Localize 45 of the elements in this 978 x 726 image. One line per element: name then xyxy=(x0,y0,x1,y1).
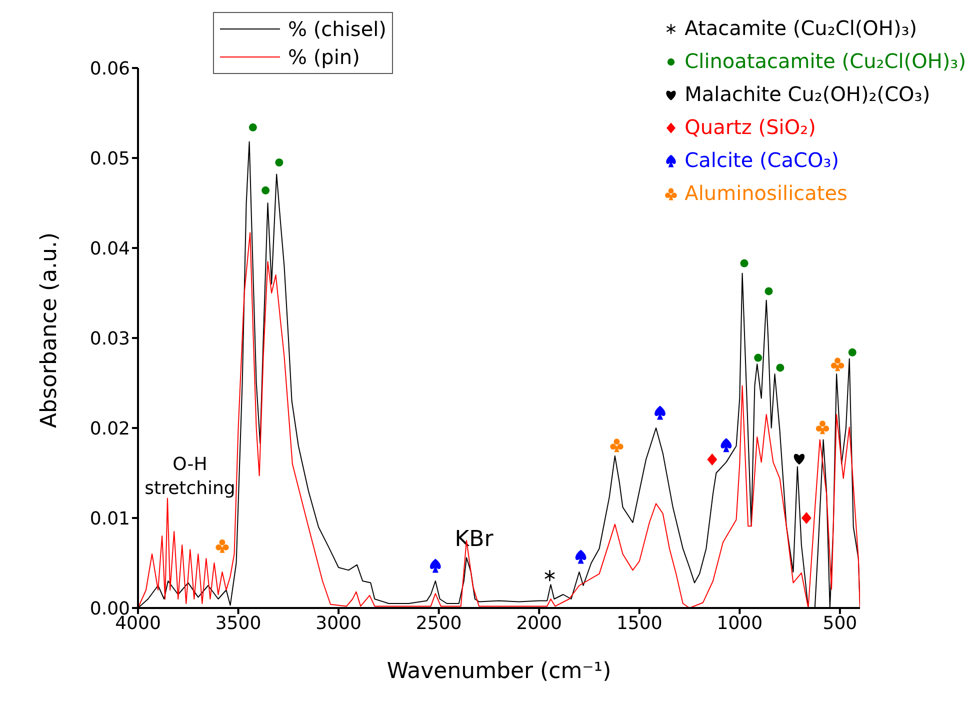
y-tick-label: 0.03 xyxy=(90,328,130,350)
y-axis-title: Absorbance (a.u.) xyxy=(36,232,62,428)
point xyxy=(830,358,844,372)
x-tick-label: 2500 xyxy=(416,612,462,634)
x-tick-label: 3000 xyxy=(316,612,362,634)
point xyxy=(430,558,441,573)
point xyxy=(707,454,718,466)
point xyxy=(610,438,624,452)
point xyxy=(262,186,270,194)
point xyxy=(848,348,856,356)
y-tick-label: 0.06 xyxy=(90,58,130,80)
legend-label: % (chisel) xyxy=(288,16,386,43)
point xyxy=(720,438,732,452)
annotation: KBr xyxy=(454,527,494,552)
point xyxy=(654,406,666,420)
point xyxy=(776,364,784,372)
legend-label: Atacamite (Cu₂Cl(OH)₃) xyxy=(684,15,918,42)
legend-label: Calcite (CaCO₃) xyxy=(684,147,840,174)
point xyxy=(816,420,830,434)
x-tick-label: 1500 xyxy=(616,612,662,634)
point xyxy=(754,354,762,362)
point xyxy=(794,454,805,465)
y-tick-label: 0.01 xyxy=(90,508,130,530)
x-tick-label: 500 xyxy=(822,612,858,634)
point xyxy=(801,512,812,524)
point xyxy=(216,539,229,553)
x-tick-label: 3500 xyxy=(215,612,262,634)
legend-label: Quartz (SiO₂) xyxy=(684,114,816,141)
point xyxy=(575,550,586,564)
x-axis-title: Wavenumber (cm⁻¹) xyxy=(386,659,612,684)
legend-label: Clinoatacamite (Cu₂Cl(OH)₃) xyxy=(684,48,966,75)
point xyxy=(275,158,284,166)
x-tick-label: 1000 xyxy=(716,612,763,634)
y-tick-label: 0.05 xyxy=(90,148,130,170)
point xyxy=(740,259,748,268)
y-tick-label: 0.02 xyxy=(90,418,130,440)
point xyxy=(248,123,257,132)
point xyxy=(544,570,555,582)
annotation: O-H stretching xyxy=(144,454,236,499)
legend-label: Aluminosilicates xyxy=(684,180,848,207)
y-tick-label: 0.04 xyxy=(90,238,130,260)
legend-label: Malachite Cu₂(OH)₂(CO₃) xyxy=(684,81,930,108)
point xyxy=(764,287,773,296)
legend-label: % (pin) xyxy=(288,44,360,71)
x-tick-label: 2000 xyxy=(516,612,562,634)
